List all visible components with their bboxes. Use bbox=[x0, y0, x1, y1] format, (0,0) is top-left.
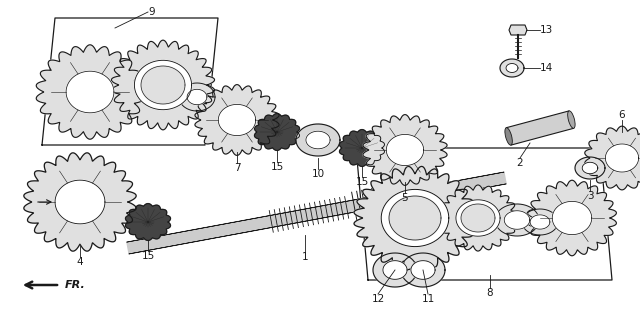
Polygon shape bbox=[218, 104, 256, 136]
Polygon shape bbox=[55, 180, 105, 224]
Polygon shape bbox=[506, 63, 518, 73]
Text: 15: 15 bbox=[270, 162, 284, 172]
Polygon shape bbox=[354, 166, 476, 270]
Polygon shape bbox=[306, 131, 330, 149]
Text: 11: 11 bbox=[421, 294, 435, 304]
Text: 14: 14 bbox=[540, 63, 553, 73]
Polygon shape bbox=[504, 211, 530, 229]
Polygon shape bbox=[125, 203, 170, 241]
Polygon shape bbox=[522, 209, 558, 235]
Polygon shape bbox=[195, 84, 279, 155]
Polygon shape bbox=[411, 261, 435, 279]
Text: 10: 10 bbox=[312, 169, 324, 179]
Polygon shape bbox=[552, 201, 592, 235]
Polygon shape bbox=[582, 162, 598, 174]
Polygon shape bbox=[500, 59, 524, 77]
Polygon shape bbox=[605, 144, 639, 172]
Polygon shape bbox=[389, 196, 441, 240]
Polygon shape bbox=[141, 66, 185, 104]
Text: 12: 12 bbox=[371, 294, 385, 304]
Polygon shape bbox=[339, 130, 385, 166]
Text: 4: 4 bbox=[77, 257, 83, 267]
Polygon shape bbox=[187, 89, 207, 105]
Polygon shape bbox=[461, 204, 495, 232]
Polygon shape bbox=[585, 126, 640, 190]
Text: 6: 6 bbox=[619, 110, 625, 120]
Text: 15: 15 bbox=[355, 177, 369, 187]
Text: 8: 8 bbox=[486, 288, 493, 298]
Polygon shape bbox=[24, 153, 136, 251]
Polygon shape bbox=[381, 189, 449, 246]
Text: 1: 1 bbox=[301, 252, 308, 262]
Polygon shape bbox=[255, 114, 300, 150]
Polygon shape bbox=[438, 185, 518, 251]
Polygon shape bbox=[527, 180, 616, 256]
Ellipse shape bbox=[568, 111, 575, 128]
Polygon shape bbox=[383, 261, 407, 279]
Polygon shape bbox=[456, 200, 500, 236]
Polygon shape bbox=[127, 172, 506, 254]
Text: 9: 9 bbox=[148, 7, 155, 17]
Polygon shape bbox=[509, 25, 527, 35]
Polygon shape bbox=[495, 204, 539, 236]
Text: 5: 5 bbox=[402, 193, 408, 203]
Polygon shape bbox=[506, 111, 573, 145]
Polygon shape bbox=[373, 253, 417, 287]
Text: 3: 3 bbox=[587, 191, 593, 201]
Polygon shape bbox=[530, 215, 550, 229]
Polygon shape bbox=[296, 124, 340, 156]
Polygon shape bbox=[111, 40, 214, 130]
Polygon shape bbox=[66, 71, 114, 113]
Text: 2: 2 bbox=[516, 158, 524, 168]
Text: 7: 7 bbox=[234, 163, 240, 173]
Polygon shape bbox=[36, 45, 144, 139]
Polygon shape bbox=[401, 253, 445, 287]
Polygon shape bbox=[363, 115, 447, 185]
Polygon shape bbox=[134, 60, 191, 110]
Polygon shape bbox=[387, 134, 424, 165]
Text: 13: 13 bbox=[540, 25, 553, 35]
Polygon shape bbox=[179, 83, 215, 111]
Ellipse shape bbox=[505, 128, 513, 145]
Text: FR.: FR. bbox=[65, 280, 86, 290]
Text: 15: 15 bbox=[141, 251, 155, 261]
Polygon shape bbox=[575, 157, 605, 179]
